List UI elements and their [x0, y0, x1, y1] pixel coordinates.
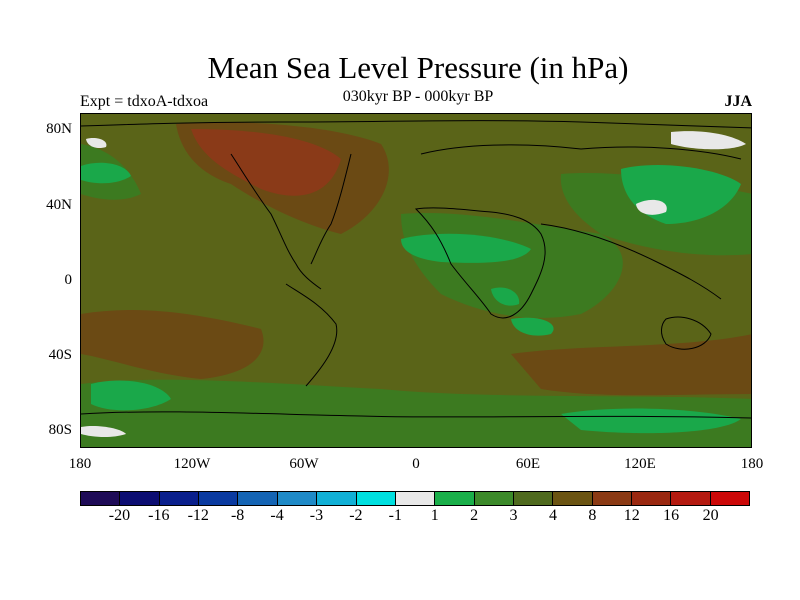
legend-label: -8	[230, 507, 245, 524]
legend-label: -1	[388, 507, 402, 524]
coast-north-america-west	[230, 153, 322, 290]
legend-swatch	[474, 492, 514, 505]
x-tick-120E: 120E	[624, 456, 656, 472]
pressure-map	[80, 113, 752, 448]
legend-label: -16	[148, 507, 170, 524]
legend-label: 16	[663, 507, 680, 524]
y-tick-40N: 40N	[46, 197, 72, 213]
white-patch-bering	[86, 137, 107, 149]
x-tick-120W: 120W	[173, 456, 211, 472]
legend-swatch	[81, 492, 121, 505]
y-tick-80N: 80N	[46, 121, 72, 137]
bright-green-region-sahara	[401, 233, 531, 263]
bright-green-region-alaska	[81, 162, 131, 184]
color-legend	[80, 491, 750, 506]
white-patch-antarctic-west	[81, 425, 126, 438]
chart-title: Mean Sea Level Pressure (in hPa)	[207, 50, 629, 85]
x-tick-0: 0	[412, 456, 420, 472]
legend-swatch	[553, 492, 593, 505]
y-tick-40S: 40S	[48, 347, 72, 363]
legend-label: 3	[509, 507, 518, 524]
chart-subtitle: 030kyr BP - 000kyr BP	[342, 88, 494, 105]
legend-label: -3	[309, 507, 324, 524]
legend-swatch	[592, 492, 633, 505]
legend-swatch	[435, 492, 475, 505]
legend-swatch	[317, 492, 357, 505]
coast-arctic	[81, 120, 751, 129]
rust-region-canada	[191, 129, 341, 196]
y-tick-80S: 80S	[48, 422, 72, 438]
legend-label: 4	[548, 507, 557, 524]
coast-antarctica	[81, 411, 751, 419]
x-tick-180-west: 180	[68, 456, 92, 472]
legend-label: -4	[270, 507, 284, 524]
legend-label: -12	[187, 507, 209, 524]
legend-swatch	[671, 492, 711, 505]
legend-label: 2	[470, 507, 479, 524]
brown-region-south-indian	[511, 334, 751, 396]
legend-label: -20	[108, 507, 131, 524]
coast-africa	[414, 207, 546, 319]
white-patch-mongolia	[636, 199, 667, 215]
legend-swatch	[632, 492, 672, 505]
white-patch-arctic	[671, 131, 746, 150]
bright-green-region-east-antarctic	[561, 408, 741, 434]
legend-swatch	[120, 492, 160, 505]
legend-swatch	[159, 492, 200, 505]
x-tick-60E: 60E	[515, 456, 541, 472]
legend-swatch	[395, 492, 436, 505]
legend-label: -2	[349, 507, 363, 524]
x-tick-180-east: 180	[740, 456, 764, 472]
brown-region-south-pacific	[81, 309, 264, 379]
bright-green-region-ross-sea	[91, 380, 171, 411]
y-tick-0: 0	[64, 272, 73, 288]
coast-south-america	[285, 283, 338, 387]
legend-swatch	[277, 492, 318, 505]
legend-swatch	[199, 492, 239, 505]
coast-south-asia	[540, 223, 722, 300]
legend-label: 8	[588, 507, 597, 524]
legend-label: 1	[430, 507, 439, 524]
experiment-label: Expt = tdxoA-tdxoa	[80, 93, 209, 110]
coast-australia	[661, 316, 712, 350]
bright-green-region-southern-africa	[491, 287, 520, 306]
x-tick-60W: 60W	[289, 456, 319, 472]
bright-green-region-madagascar-sea	[511, 317, 554, 336]
map-svg	[81, 114, 751, 447]
legend-label: 20	[702, 507, 719, 524]
coastlines	[81, 120, 751, 419]
legend-swatch	[238, 492, 278, 505]
coast-north-america-east	[310, 153, 352, 265]
coast-eurasia-north	[420, 144, 742, 160]
legend-swatch	[356, 492, 396, 505]
legend-label: 12	[623, 507, 640, 524]
legend-swatch	[513, 492, 554, 505]
season-label: JJA	[724, 93, 752, 110]
legend-swatch	[710, 492, 750, 505]
